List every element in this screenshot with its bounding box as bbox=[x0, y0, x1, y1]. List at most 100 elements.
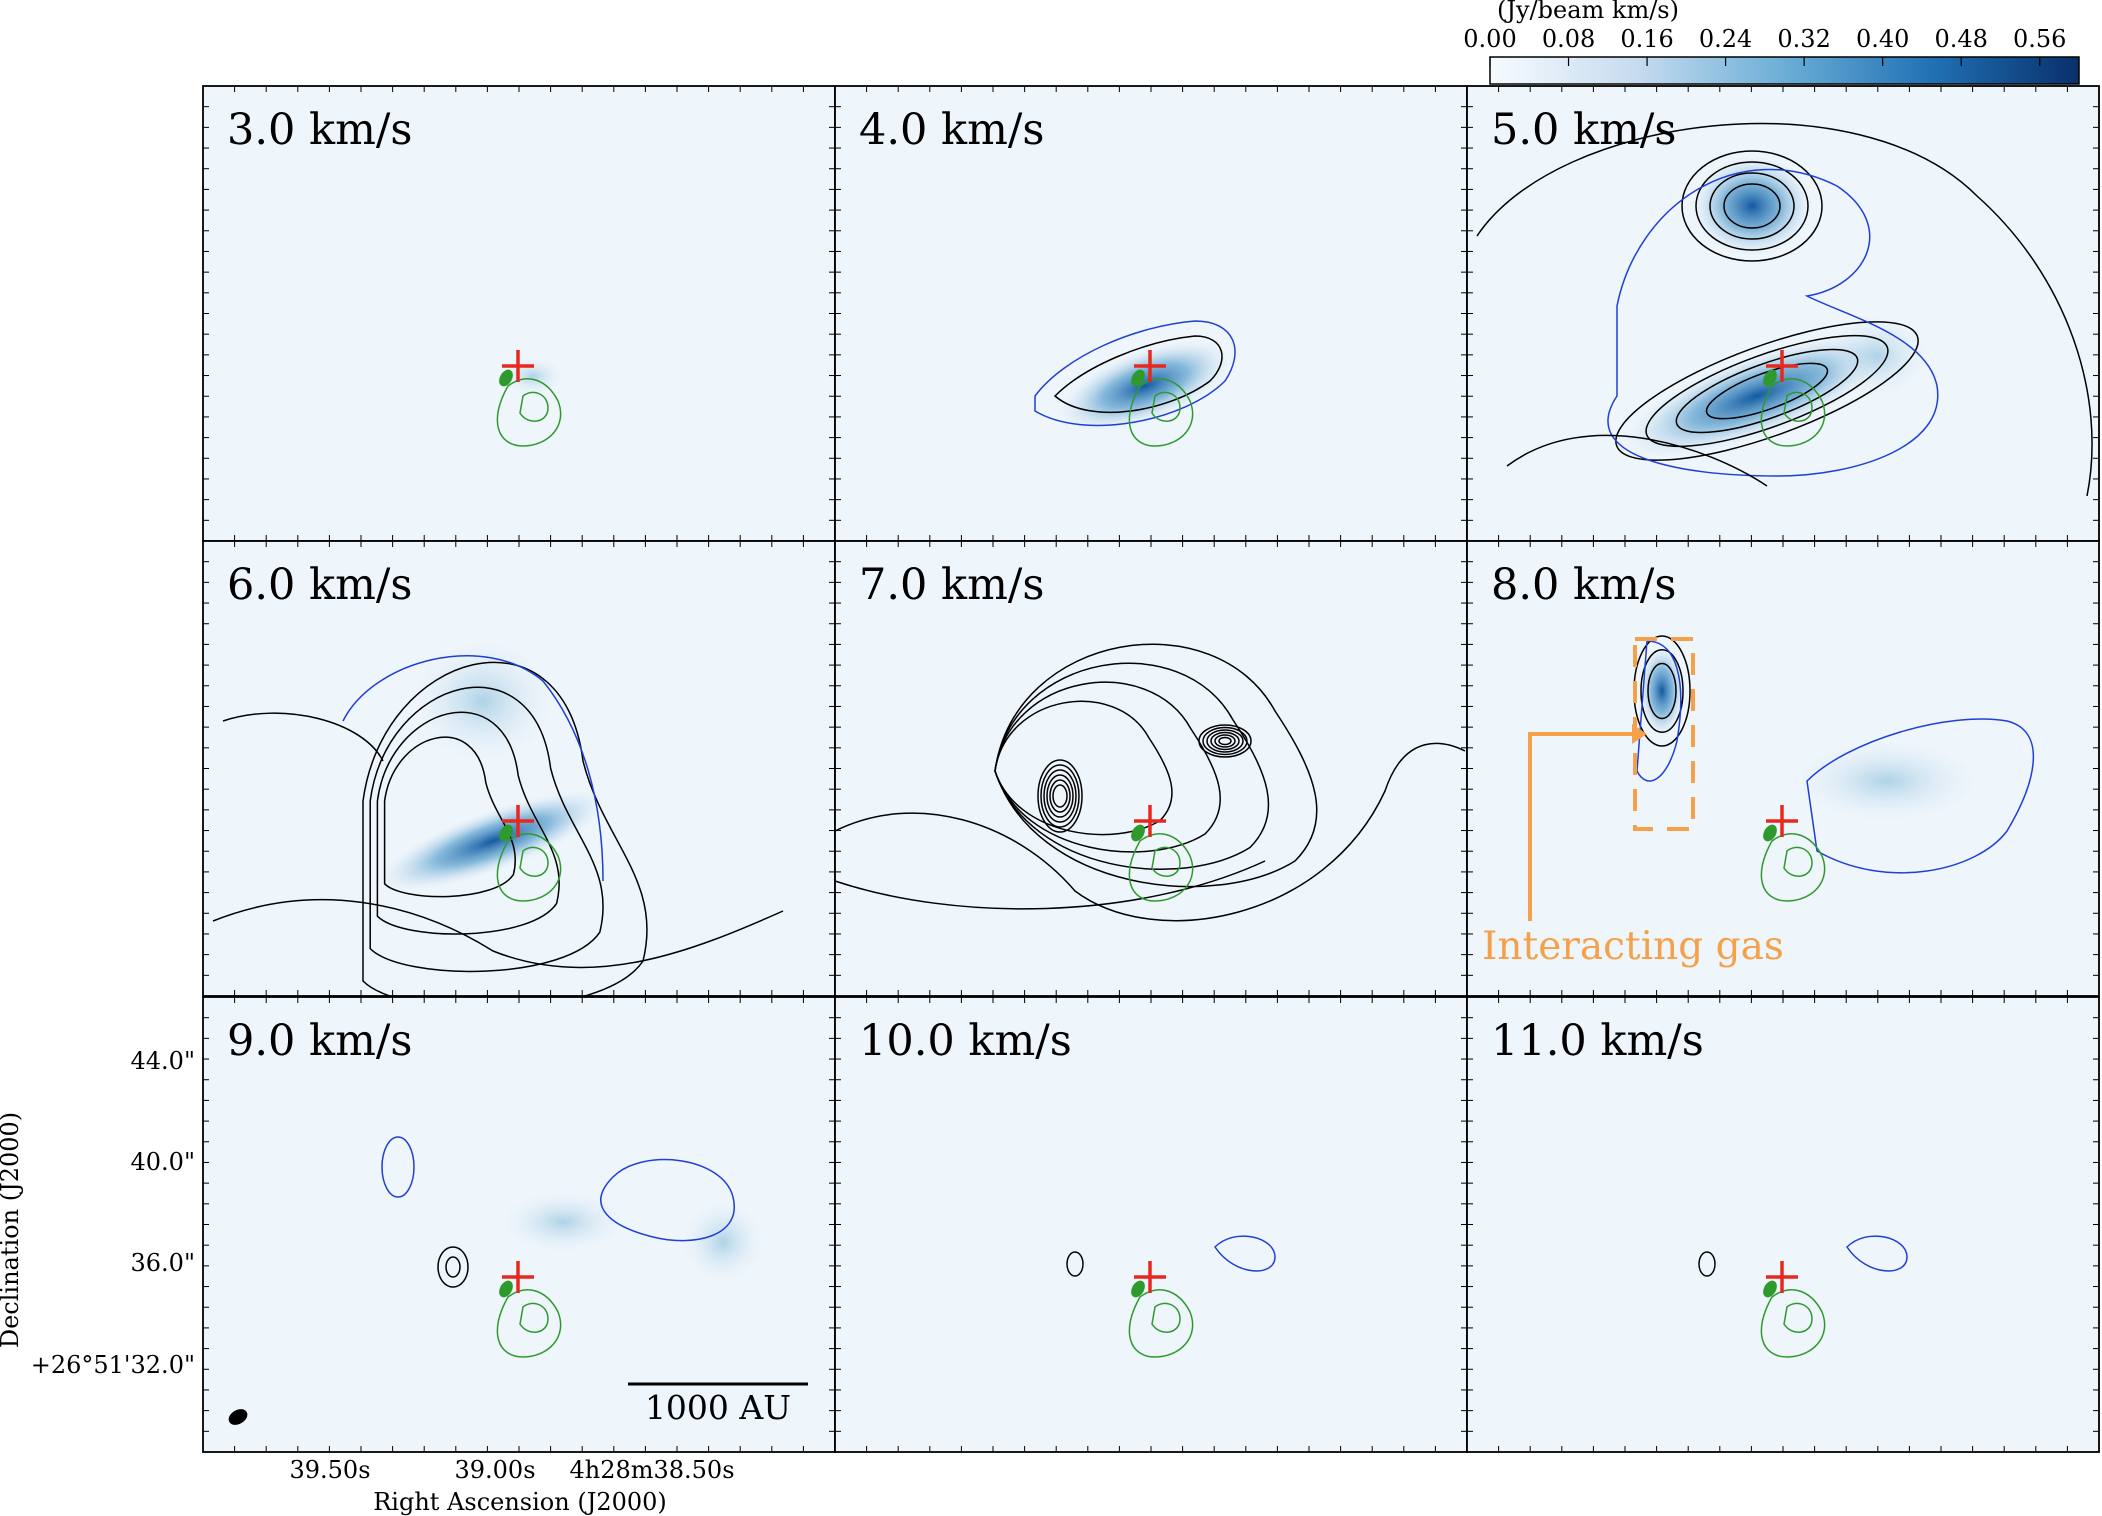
emission-blob bbox=[503, 1192, 623, 1252]
scalebar-label: 1000 AU bbox=[645, 1388, 791, 1427]
contour-black bbox=[1210, 731, 1240, 751]
panel-ticks bbox=[1467, 86, 2099, 541]
contour-green bbox=[519, 1302, 549, 1333]
contour-blue bbox=[381, 1136, 415, 1198]
colorbar-tick-label: 0.32 bbox=[1777, 25, 1830, 53]
contour-green bbox=[496, 378, 562, 447]
panel-background bbox=[835, 86, 1467, 541]
contour-black bbox=[1681, 150, 1823, 262]
contour-green bbox=[1783, 1302, 1813, 1333]
contour-green bbox=[1128, 1289, 1194, 1358]
channel-panel: 7.0 km/s bbox=[834, 540, 1468, 997]
x-tick-label: 39.00s bbox=[454, 1456, 535, 1484]
contour-blue bbox=[1214, 1235, 1276, 1272]
contour-black bbox=[1709, 172, 1795, 240]
contour-black bbox=[212, 712, 784, 969]
velocity-label: 9.0 km/s bbox=[227, 1016, 412, 1066]
colorbar-tick-label: 0.56 bbox=[2013, 25, 2066, 53]
contour-blue bbox=[342, 655, 604, 882]
contour-black bbox=[1698, 1251, 1716, 1277]
contour-blue bbox=[1034, 320, 1236, 427]
contour-black bbox=[994, 700, 1173, 836]
velocity-label: 8.0 km/s bbox=[1491, 560, 1676, 610]
x-axis-title: Right Ascension (J2000) bbox=[373, 1488, 667, 1516]
continuum-source bbox=[1131, 824, 1145, 842]
continuum-source bbox=[499, 824, 513, 842]
contour-green bbox=[496, 1289, 562, 1358]
velocity-label: 11.0 km/s bbox=[1491, 1016, 1704, 1066]
channel-panel: 4.0 km/s bbox=[834, 85, 1468, 542]
contour-black bbox=[1052, 784, 1068, 808]
contour-black bbox=[1214, 734, 1236, 748]
contour-black bbox=[1043, 769, 1077, 823]
emission-blob bbox=[1797, 741, 1977, 821]
contour-black bbox=[445, 1256, 461, 1278]
contour-blue bbox=[1846, 1235, 1908, 1272]
contour-black bbox=[1198, 724, 1252, 758]
velocity-label: 7.0 km/s bbox=[859, 560, 1044, 610]
panel-ticks bbox=[835, 997, 1467, 1452]
contour-black bbox=[1695, 161, 1809, 251]
panel-background bbox=[835, 541, 1467, 996]
contour-black bbox=[1066, 1251, 1084, 1277]
channel-panel: Interacting gas 8.0 km/s bbox=[1466, 540, 2100, 997]
beam-ellipse bbox=[228, 1409, 248, 1425]
continuum-source bbox=[499, 1280, 513, 1298]
emission-blob bbox=[379, 791, 607, 891]
axis-tick-labels: 39.50s 39.00s 4h28m38.50s 44.0" 40.0" 36.0" +2… bbox=[31, 1047, 735, 1484]
channel-panel: 9.0 km/s 1000 AU bbox=[202, 996, 836, 1453]
contour-black bbox=[994, 643, 1318, 888]
y-tick-label: 44.0" bbox=[131, 1047, 195, 1075]
contour-black bbox=[834, 742, 1466, 922]
contour-black bbox=[1675, 348, 1859, 434]
contour-black bbox=[1645, 334, 1889, 448]
contour-green bbox=[1128, 833, 1194, 902]
channel-panel: 3.0 km/s bbox=[202, 85, 836, 542]
contour-blue bbox=[1636, 640, 1682, 782]
contour-black bbox=[1476, 122, 2093, 497]
contour-green bbox=[1151, 846, 1181, 877]
emission-blob bbox=[413, 641, 553, 761]
y-tick-label: +26°51'32.0" bbox=[31, 1351, 195, 1379]
contour-blue bbox=[1607, 168, 1939, 477]
panel-background bbox=[1467, 997, 2099, 1452]
x-tick-label: 4h28m38.50s bbox=[569, 1456, 734, 1484]
emission-blob bbox=[683, 1202, 763, 1282]
contour-black bbox=[1037, 759, 1083, 833]
contour-green bbox=[519, 391, 549, 422]
contour-black bbox=[369, 686, 604, 973]
panel-ticks bbox=[835, 541, 1467, 996]
continuum-source bbox=[1131, 369, 1145, 387]
contour-black bbox=[1705, 362, 1829, 420]
continuum-source bbox=[499, 369, 513, 387]
emission-blob bbox=[1059, 340, 1231, 432]
colorbar-tick-label: 0.24 bbox=[1699, 25, 1752, 53]
panel-ticks bbox=[203, 541, 835, 996]
contour-black bbox=[1046, 774, 1074, 818]
emission-blob bbox=[1692, 156, 1812, 256]
contour-black bbox=[1615, 321, 1919, 461]
contour-black bbox=[1202, 726, 1248, 756]
contour-black bbox=[437, 1246, 469, 1288]
continuum-source bbox=[1763, 1280, 1777, 1298]
panel-ticks bbox=[1467, 541, 2099, 996]
contour-green bbox=[519, 846, 549, 877]
velocity-label: 6.0 km/s bbox=[227, 560, 412, 610]
annotation-arrowhead bbox=[1632, 724, 1647, 744]
y-tick-label: 36.0" bbox=[131, 1249, 195, 1277]
contour-green bbox=[1151, 391, 1181, 422]
contour-green bbox=[1783, 846, 1813, 877]
panel-ticks bbox=[203, 997, 835, 1452]
panel-background bbox=[1467, 541, 2099, 996]
contour-black bbox=[376, 711, 560, 935]
colorbar-tick-label: 0.08 bbox=[1542, 25, 1595, 53]
contour-green bbox=[1783, 391, 1813, 422]
continuum-source bbox=[1763, 824, 1777, 842]
panel-background bbox=[203, 541, 835, 996]
continuum-source bbox=[1763, 369, 1777, 387]
panel-background bbox=[203, 86, 835, 541]
channel-panel: 10.0 km/s bbox=[834, 996, 1468, 1453]
colorbar-label: (Jy/beam km/s) bbox=[1497, 0, 1679, 24]
colorbar-gradient bbox=[1489, 56, 2080, 85]
